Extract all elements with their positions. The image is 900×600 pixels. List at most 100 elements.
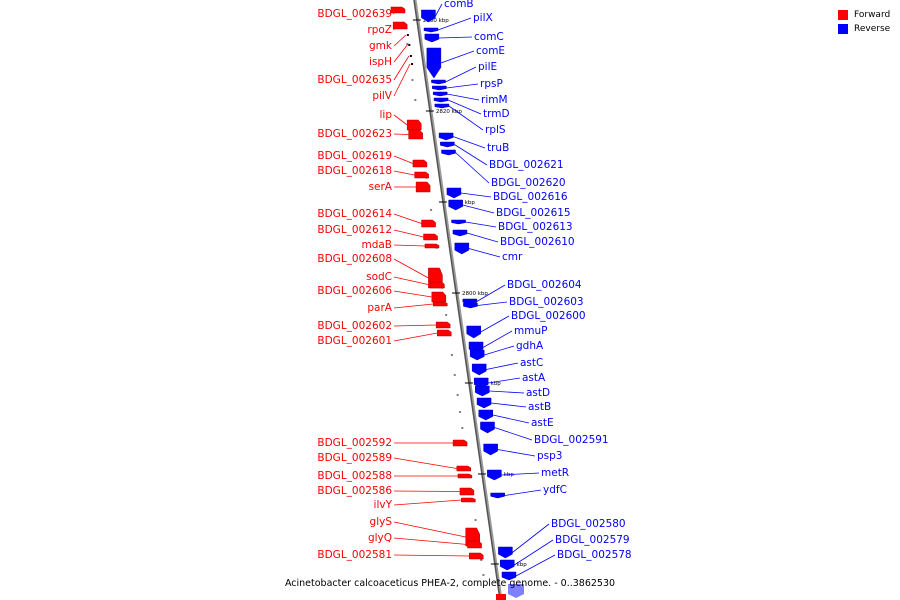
reverse-gene-label-12: BDGL_002616	[493, 191, 568, 203]
reverse-gene-5	[432, 85, 447, 91]
reverse-gene-7	[433, 97, 449, 103]
reverse-leader-12	[460, 192, 492, 198]
legend-forward-label: Forward	[854, 10, 891, 20]
reverse-leader-13	[462, 204, 495, 214]
forward-leader-7	[393, 133, 409, 135]
reverse-leader-26	[492, 414, 530, 424]
forward-gene-label-9: BDGL_002618	[317, 165, 392, 177]
forward-leader-2	[393, 34, 407, 47]
forward-leader-15	[393, 276, 431, 286]
reverse-leader-30	[504, 489, 542, 496]
forward-gene-label-18: BDGL_002602	[317, 320, 392, 332]
reverse-leader-11	[455, 152, 490, 184]
forward-gene-label-16: BDGL_002606	[317, 285, 392, 297]
forward-gene-label-5: pilV	[372, 90, 392, 102]
reverse-leader-0	[435, 3, 443, 17]
reverse-gene-label-20: mmuP	[514, 325, 547, 337]
reverse-leader-29	[501, 472, 540, 476]
forward-leader-18	[393, 324, 437, 327]
reverse-leader-4	[445, 66, 477, 83]
reverse-gene-label-11: BDGL_002620	[491, 177, 566, 189]
reverse-gene-32	[500, 559, 515, 571]
forward-gene-3	[408, 44, 411, 46]
forward-leader-16	[393, 290, 432, 298]
forward-gene-12	[423, 233, 438, 241]
forward-leader-26	[393, 537, 468, 545]
forward-leader-27	[393, 554, 470, 557]
reverse-leader-20	[482, 330, 513, 348]
reverse-gene-label-18: BDGL_002603	[509, 296, 584, 308]
reverse-gene-18	[463, 302, 478, 309]
reverse-gene-label-3: comE	[476, 45, 505, 57]
reverse-leader-25	[491, 402, 527, 408]
reverse-gene-15	[452, 229, 468, 237]
reverse-gene-label-5: rpsP	[480, 78, 503, 90]
reverse-gene-8	[434, 103, 450, 109]
reverse-gene-31	[498, 546, 513, 559]
reverse-gene-label-23: astA	[522, 372, 546, 384]
reverse-gene-6	[432, 91, 448, 97]
reverse-leader-2	[438, 36, 473, 39]
forward-leader-14	[393, 258, 429, 279]
forward-gene-label-17: parA	[367, 302, 392, 314]
reverse-leader-22	[486, 362, 519, 370]
reverse-gene-label-22: astC	[520, 357, 543, 369]
reverse-gene-16	[454, 242, 470, 255]
reverse-leader-27	[494, 427, 533, 441]
reverse-gene-1	[423, 27, 439, 33]
reverse-leader-8	[448, 105, 484, 131]
reverse-gene-9	[438, 132, 454, 141]
forward-gene-label-1: rpoZ	[367, 24, 392, 36]
forward-gene-2	[406, 34, 409, 36]
forward-gene-10	[415, 181, 431, 193]
reverse-gene-label-8: rplS	[485, 124, 506, 136]
reverse-gene-22	[471, 363, 487, 376]
reverse-gene-26	[478, 409, 494, 421]
reverse-leader-31	[512, 523, 550, 553]
reverse-gene-label-33: BDGL_002578	[557, 549, 632, 561]
forward-gene-label-24: ilvY	[374, 499, 393, 511]
forward-gene-label-6: lip	[380, 109, 393, 121]
legend-forward: Forward	[838, 8, 890, 22]
reverse-leader-10	[454, 144, 488, 166]
forward-gene-24	[461, 497, 476, 503]
reverse-leader-3	[440, 50, 475, 64]
reverse-leader-23	[488, 377, 521, 384]
forward-gene-label-13: mdaB	[361, 239, 392, 251]
reverse-gene-label-10: BDGL_002621	[489, 159, 564, 171]
forward-gene-label-10: serA	[369, 181, 393, 193]
reverse-gene-label-14: BDGL_002613	[498, 221, 573, 233]
forward-gene-label-14: BDGL_002608	[317, 253, 392, 265]
forward-gene-label-2: gmk	[369, 40, 393, 52]
reverse-leader-19	[480, 315, 510, 333]
reverse-gene-label-24: astD	[526, 387, 550, 399]
reverse-leader-24	[489, 390, 525, 394]
forward-gene-15	[430, 281, 445, 289]
forward-gene-11	[421, 219, 436, 228]
forward-gene-8	[412, 159, 428, 168]
forward-leader-13	[393, 244, 425, 247]
forward-gene-5	[411, 63, 414, 65]
forward-gene-18	[435, 321, 451, 329]
reverse-leader-17	[476, 284, 506, 302]
reverse-gene-3	[426, 47, 442, 79]
forward-gene-1	[392, 21, 408, 30]
reverse-gene-label-31: BDGL_002580	[551, 518, 626, 530]
reverse-gene-33	[501, 571, 517, 581]
reverse-gene-25	[476, 397, 492, 409]
tick-label-0: 2830 kbp	[423, 18, 449, 24]
forward-leader-0	[390, 9, 395, 15]
reverse-gene-12	[446, 187, 462, 199]
reverse-gene-11	[441, 149, 456, 156]
reverse-gene-label-25: astB	[528, 401, 551, 413]
forward-gene-21	[456, 465, 472, 472]
forward-gene-17	[433, 301, 448, 307]
reverse-gene-27	[480, 421, 495, 434]
forward-leader-9	[393, 170, 415, 176]
legend: Forward Reverse	[838, 8, 890, 36]
forward-leader-24	[393, 499, 462, 506]
reverse-gene-label-1: pilX	[473, 12, 493, 24]
reverse-gene-13	[448, 199, 463, 211]
reverse-leader-28	[497, 449, 536, 457]
genome-axis	[413, 0, 501, 600]
